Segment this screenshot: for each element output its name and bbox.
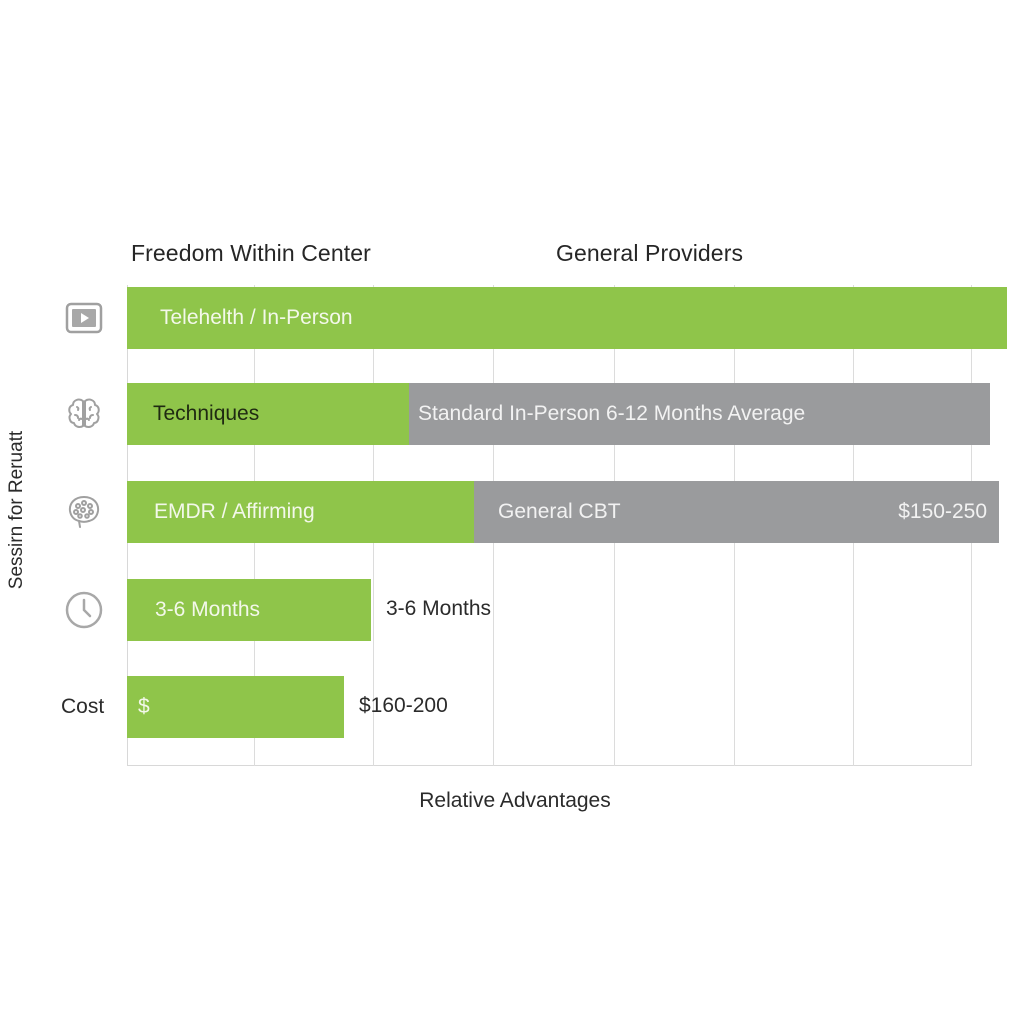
bar-label: 3-6 Months: [155, 598, 261, 621]
bar-general-techniques: Standard In-Person 6-12 Months Average: [409, 383, 990, 445]
bar-label: Telehelth / In-Person: [160, 306, 353, 329]
bar-freedom-emdr: EMDR / Affirming: [127, 481, 474, 543]
bar-freedom-duration: 3-6 Months: [127, 579, 371, 641]
clock-icon: [64, 590, 104, 630]
bar-general-cbt: General CBT $150-250: [474, 481, 999, 543]
y-axis-title: Sessirn for Reruatt: [6, 430, 27, 590]
bar-freedom-cost: $: [127, 676, 344, 738]
header-freedom-within-center: Freedom Within Center: [131, 240, 371, 266]
bar-label: General CBT: [498, 500, 621, 523]
video-play-icon: [64, 298, 104, 338]
head-brain-icon: [64, 492, 104, 532]
bar-label: EMDR / Affirming: [154, 500, 315, 523]
row-label-cost: Cost: [61, 695, 105, 718]
bar-freedom-techniques: Techniques: [127, 383, 409, 445]
bar-label: Standard In-Person 6-12 Months Average: [418, 402, 806, 425]
general-cost-label: $160-200: [359, 694, 448, 717]
x-axis-title: Relative Advantages: [419, 789, 611, 812]
brain-icon: [64, 394, 104, 434]
general-duration-label: 3-6 Months: [386, 597, 492, 620]
bar-label: $: [138, 695, 150, 718]
bar-end-label: $150-250: [898, 500, 987, 523]
bar-freedom-telehealth: Telehelth / In-Person: [127, 287, 1007, 349]
bar-label: Techniques: [153, 402, 260, 425]
header-general-providers: General Providers: [556, 240, 744, 266]
